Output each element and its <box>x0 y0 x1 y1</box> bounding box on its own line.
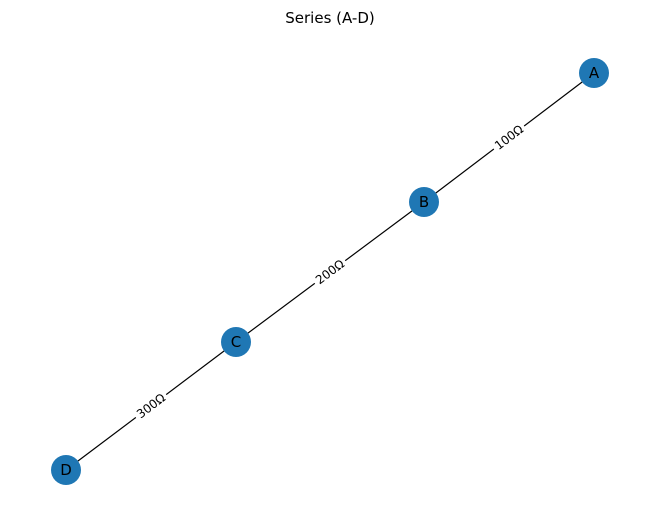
nodes-layer: A B C D <box>51 58 609 485</box>
node-circle <box>221 327 251 357</box>
edge-a-b: 100Ω <box>423 72 595 203</box>
edges-layer: 100Ω 200Ω 300Ω <box>65 72 595 471</box>
node-label: D <box>60 461 72 479</box>
node-circle <box>409 187 439 217</box>
edge-label-group: 200Ω <box>309 254 351 290</box>
edge-label-group: 100Ω <box>489 119 529 156</box>
edge-label-background <box>309 254 351 290</box>
edge-c-d: 300Ω <box>65 341 237 471</box>
edge-label-background <box>489 119 529 156</box>
node-d: D <box>51 455 81 485</box>
node-label: B <box>419 193 429 211</box>
edge-b-c: 200Ω <box>235 201 425 343</box>
edge-label-background <box>131 388 171 424</box>
node-label: A <box>589 64 600 82</box>
diagram-title: Series (A-D) <box>285 9 375 27</box>
node-c: C <box>221 327 251 357</box>
edge-label-group: 300Ω <box>131 388 171 424</box>
node-circle <box>51 455 81 485</box>
node-label: C <box>231 333 241 351</box>
node-circle <box>579 58 609 88</box>
node-b: B <box>409 187 439 217</box>
node-a: A <box>579 58 609 88</box>
